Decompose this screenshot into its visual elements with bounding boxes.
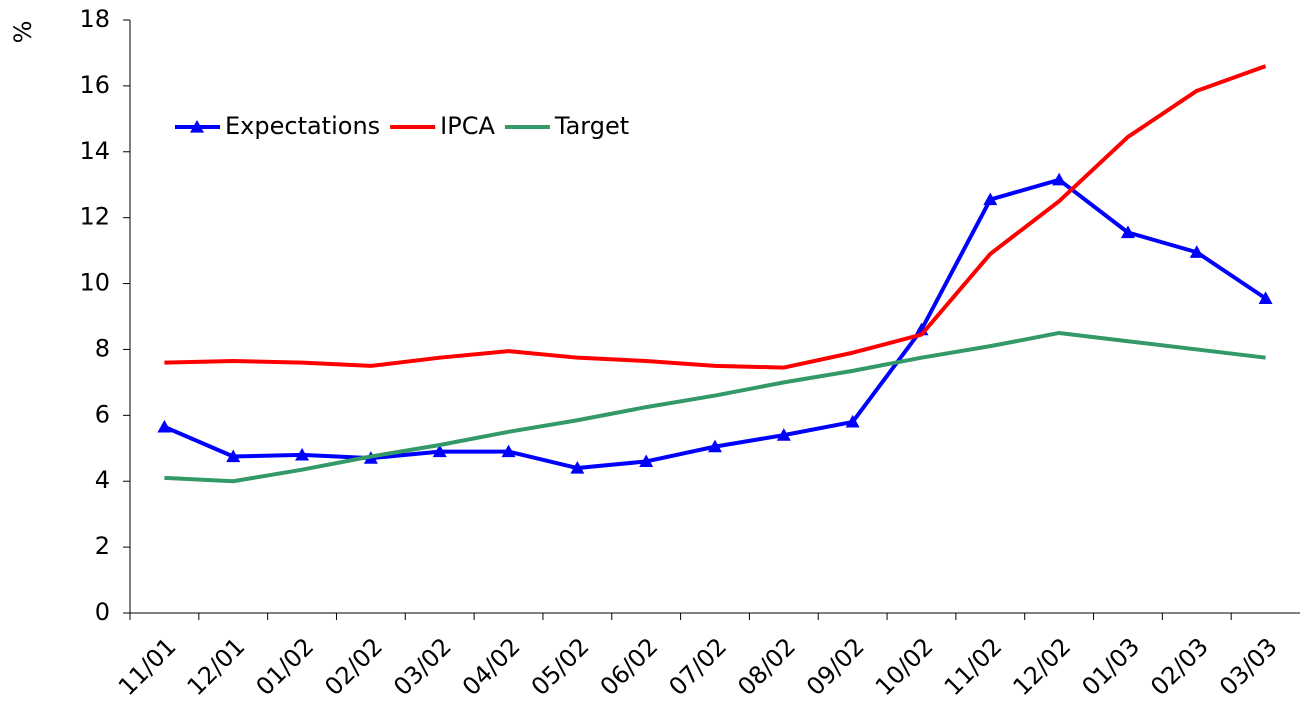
x-tick-label: 04/02 [457, 632, 526, 701]
x-tick-label: 02/02 [319, 632, 388, 701]
marker [1189, 245, 1204, 258]
y-tick-label: 12 [79, 203, 110, 231]
x-tick-label: 11/02 [939, 632, 1008, 701]
legend-marker [190, 120, 204, 133]
y-tick-label: 6 [95, 400, 110, 428]
marker [983, 192, 998, 206]
y-tick-label: 8 [95, 334, 110, 362]
series-line [164, 64, 1267, 370]
marker [845, 414, 860, 428]
x-tick-label: 02/03 [1145, 632, 1214, 701]
marker [776, 428, 791, 441]
x-tick-label: 12/02 [1008, 632, 1077, 701]
y-tick-label: 16 [79, 71, 110, 99]
series-line [164, 330, 1266, 484]
marker [432, 444, 447, 458]
legend-label: IPCA [440, 112, 495, 140]
x-tick-label: 03/03 [1214, 632, 1283, 701]
marker [570, 461, 585, 474]
marker [639, 454, 654, 468]
x-tick-label: 08/02 [732, 632, 801, 701]
y-tick-label: 0 [95, 598, 110, 626]
y-tick-label: 14 [79, 137, 110, 165]
x-tick-label: 05/02 [526, 632, 595, 701]
legend-label: Target [554, 112, 629, 140]
y-tick-label: 10 [79, 269, 110, 297]
x-tick-label: 09/02 [801, 632, 870, 701]
marker [1052, 172, 1067, 186]
legend-label: Expectations [225, 112, 380, 140]
y-tick-label: 4 [95, 466, 110, 494]
marker [295, 447, 310, 461]
marker [157, 419, 172, 433]
x-tick-label: 03/02 [388, 632, 457, 701]
marker [226, 449, 241, 463]
marker [1258, 291, 1273, 304]
x-tick-label: 01/02 [251, 632, 320, 701]
x-tick-label: 06/02 [595, 632, 664, 701]
marker [708, 439, 722, 453]
marker [501, 444, 516, 458]
x-tick-label: 10/02 [870, 632, 939, 701]
y-axis-label: % [9, 21, 37, 44]
y-tick-label: 2 [95, 532, 110, 560]
x-tick-label: 11/01 [113, 632, 182, 701]
x-tick-label: 01/03 [1076, 632, 1145, 701]
y-tick-label: 18 [79, 5, 110, 33]
series-line [163, 177, 1267, 471]
x-tick-label: 12/01 [182, 632, 251, 701]
marker [1120, 225, 1135, 239]
x-tick-label: 07/02 [663, 632, 732, 701]
